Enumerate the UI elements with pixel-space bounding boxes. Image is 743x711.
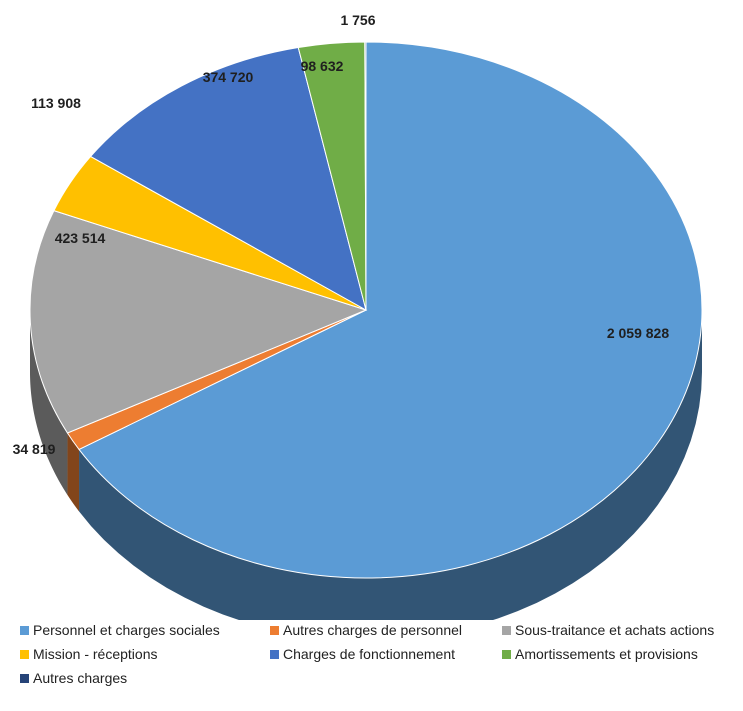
pie-slice-6 — [364, 41, 367, 311]
legend-label: Amortissements et provisions — [515, 646, 698, 662]
data-label-6: 1 756 — [340, 12, 375, 28]
data-label-5: 98 632 — [301, 58, 344, 74]
legend-label: Autres charges — [33, 670, 128, 686]
legend-item-sous-traitance: Sous-traitance et achats actions — [502, 622, 714, 638]
legend-label: Personnel et charges sociales — [33, 622, 220, 638]
pie-slice-2 — [29, 210, 368, 434]
data-label-1: 34 819 — [13, 441, 56, 457]
pie-side-2 — [30, 310, 68, 495]
legend-label: Autres charges de personnel — [283, 622, 462, 638]
pie-slice-0 — [78, 41, 703, 579]
pie-sides — [30, 310, 702, 620]
pie-chart: 2 059 828 34 819 423 514 113 908 374 720 98 6… — [13, 12, 703, 620]
data-label-0: 2 059 828 — [607, 325, 669, 341]
legend-item-autres-charges: Autres charges — [20, 670, 127, 686]
pie-side-1 — [67, 432, 80, 512]
data-label-2: 423 514 — [55, 230, 106, 246]
pie-side-0 — [79, 310, 702, 620]
legend-swatch — [502, 625, 511, 635]
legend-label: Mission - réceptions — [33, 646, 158, 662]
legend-swatch — [502, 649, 511, 659]
pie-tops — [29, 41, 703, 579]
data-label-3: 113 908 — [31, 95, 81, 111]
legend-swatch — [270, 649, 279, 659]
legend-swatch — [20, 625, 29, 635]
legend-item-amortissements: Amortissements et provisions — [502, 646, 698, 662]
legend-item-fonctionnement: Charges de fonctionnement — [270, 646, 455, 662]
legend-item-personnel: Personnel et charges sociales — [20, 622, 220, 638]
legend-label: Charges de fonctionnement — [283, 646, 455, 662]
legend-swatch — [20, 673, 29, 683]
legend-item-autres-personnel: Autres charges de personnel — [270, 622, 462, 638]
legend-item-mission: Mission - réceptions — [20, 646, 158, 662]
legend-label: Sous-traitance et achats actions — [515, 622, 715, 638]
data-label-4: 374 720 — [203, 69, 254, 85]
legend-swatch — [270, 625, 279, 635]
legend-swatch — [20, 649, 29, 659]
pie-slice-4 — [89, 46, 367, 312]
